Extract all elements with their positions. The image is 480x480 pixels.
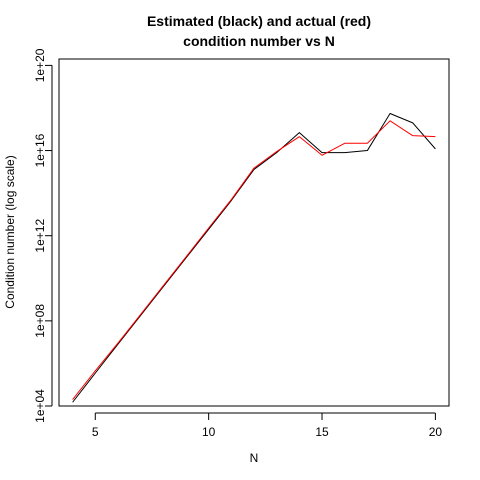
chart-title-line-1: Estimated (black) and actual (red) <box>147 13 371 29</box>
y-axis-label: Condition number (log scale) <box>3 155 17 308</box>
chart-title-line-2: condition number vs N <box>183 33 335 49</box>
x-axis: 5 10 15 20 <box>92 412 443 439</box>
x-tick-label: 15 <box>315 425 329 439</box>
x-axis-label: N <box>250 451 259 465</box>
y-tick-label: 1e+20 <box>33 48 47 82</box>
y-axis: 1e+04 1e+08 1e+12 1e+16 1e+20 <box>33 48 53 423</box>
x-tick-label: 20 <box>429 425 443 439</box>
plot-area-border <box>58 58 450 407</box>
y-tick-label: 1e+12 <box>33 219 47 253</box>
y-tick-label: 1e+16 <box>33 133 47 167</box>
x-tick-label: 5 <box>92 425 99 439</box>
series-line-2 <box>72 120 436 400</box>
series-line-1 <box>72 113 436 403</box>
x-tick-label: 10 <box>202 425 216 439</box>
y-tick-label: 1e+04 <box>33 389 47 423</box>
y-tick-label: 1e+08 <box>33 304 47 338</box>
series-layer <box>72 113 436 403</box>
